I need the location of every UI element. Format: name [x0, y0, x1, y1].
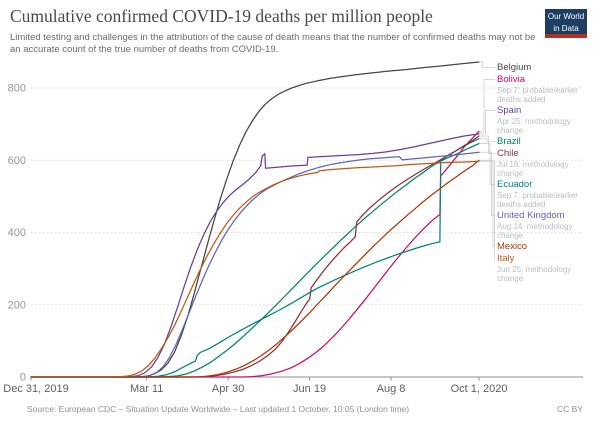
legend-note-ecuador: Sep 7: probable/earlier deaths added	[497, 191, 578, 209]
owid-logo[interactable]: Our World in Data	[545, 9, 587, 38]
legend-connector-belgium	[480, 61, 495, 68]
legend-note-united-kingdom: Aug 14: methodology change	[497, 222, 573, 240]
series-line-brazil[interactable]	[30, 137, 480, 378]
legend: Belgium Bolivia Sep 7: probable/earlier de…	[497, 62, 593, 284]
legend-note-bolivia: Sep 7: probable/earlier deaths added	[497, 86, 578, 104]
legend-label-chile[interactable]: Chile	[497, 148, 519, 159]
legend-note-spain: Apr 25: methodology change	[497, 117, 571, 135]
y-tick-label-800: 800	[8, 83, 26, 95]
legend-label-italy[interactable]: Italy	[497, 253, 515, 264]
legend-label-spain[interactable]: Spain	[497, 105, 522, 116]
series-line-mexico[interactable]	[30, 159, 480, 378]
legend-label-belgium[interactable]: Belgium	[497, 62, 532, 73]
series-line-bolivia[interactable]	[30, 130, 480, 378]
source-note: Source: European CDC – Situation Update …	[27, 404, 410, 414]
legend-label-brazil[interactable]: Brazil	[497, 136, 521, 147]
legend-connector-italy	[480, 160, 495, 259]
legend-connector-spain	[480, 110, 495, 135]
y-tick-label-400: 400	[8, 227, 26, 239]
legend-note-italy: Jun 25: methodology change	[497, 265, 572, 283]
series-line-chile[interactable]	[30, 135, 480, 378]
legend-label-mexico[interactable]: Mexico	[497, 241, 528, 252]
x-tick-label-2: Apr 30	[212, 383, 244, 395]
legend-connector-ecuador	[480, 143, 495, 185]
x-tick-label-3: Jun 19	[293, 383, 326, 395]
series-line-ecuador[interactable]	[30, 142, 480, 378]
page-title: Cumulative confirmed COVID-19 deaths per…	[10, 6, 433, 26]
license-link[interactable]: CC BY	[557, 404, 583, 414]
legend-label-united-kingdom[interactable]: United Kingdom	[497, 210, 565, 221]
x-tick-label-1: Mar 11	[130, 383, 163, 395]
legend-connector-brazil	[480, 138, 495, 142]
legend-connector-mexico	[480, 159, 495, 247]
series-line-italy[interactable]	[30, 160, 480, 378]
y-tick-label-0: 0	[20, 372, 26, 384]
x-tick-label-5: Oct 1, 2020	[451, 383, 508, 395]
series-line-spain[interactable]	[30, 133, 480, 378]
y-tick-label-600: 600	[8, 155, 26, 167]
legend-label-bolivia[interactable]: Bolivia	[497, 74, 525, 85]
y-tick-label-200: 200	[8, 299, 26, 311]
series-line-united-kingdom[interactable]	[30, 151, 480, 378]
legend-connector-bolivia	[480, 79, 495, 132]
footer: Source: European CDC – Situation Update …	[27, 404, 583, 414]
chart-subtitle: Limited testing and challenges in the at…	[10, 32, 536, 55]
legend-label-ecuador[interactable]: Ecuador	[497, 179, 533, 190]
x-tick-label-4: Aug 8	[377, 383, 406, 395]
owid-logo-line2: in Data	[553, 24, 579, 33]
x-tick-label-0: Dec 31, 2019	[3, 383, 68, 395]
legend-note-chile: Jul 18: methodology change	[497, 160, 569, 178]
series-line-belgium[interactable]	[30, 61, 480, 378]
owid-logo-line1: Our World	[547, 12, 585, 21]
